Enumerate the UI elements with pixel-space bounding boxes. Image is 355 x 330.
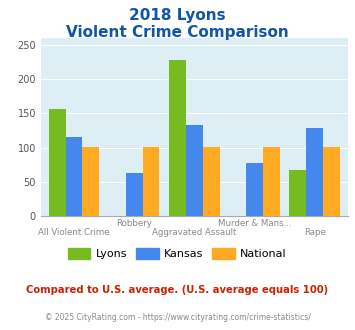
Text: Robbery: Robbery — [116, 219, 152, 228]
Bar — [246, 163, 263, 216]
Bar — [66, 137, 82, 216]
Text: Aggravated Assault: Aggravated Assault — [152, 228, 236, 237]
Text: Murder & Mans...: Murder & Mans... — [218, 219, 291, 228]
Bar — [186, 125, 203, 216]
Bar — [263, 147, 280, 216]
Bar — [289, 170, 306, 216]
Text: 2018 Lyons: 2018 Lyons — [129, 8, 226, 23]
Bar — [323, 147, 340, 216]
Bar — [82, 147, 99, 216]
Bar — [49, 109, 66, 216]
Bar — [126, 173, 143, 216]
Bar — [203, 147, 220, 216]
Bar — [143, 147, 159, 216]
Legend: Lyons, Kansas, National: Lyons, Kansas, National — [64, 244, 291, 263]
Text: Violent Crime Comparison: Violent Crime Comparison — [66, 25, 289, 40]
Text: Compared to U.S. average. (U.S. average equals 100): Compared to U.S. average. (U.S. average … — [26, 285, 329, 295]
Text: Rape: Rape — [304, 228, 326, 237]
Text: © 2025 CityRating.com - https://www.cityrating.com/crime-statistics/: © 2025 CityRating.com - https://www.city… — [45, 314, 310, 322]
Text: All Violent Crime: All Violent Crime — [38, 228, 110, 237]
Bar — [169, 60, 186, 216]
Bar — [306, 128, 323, 216]
